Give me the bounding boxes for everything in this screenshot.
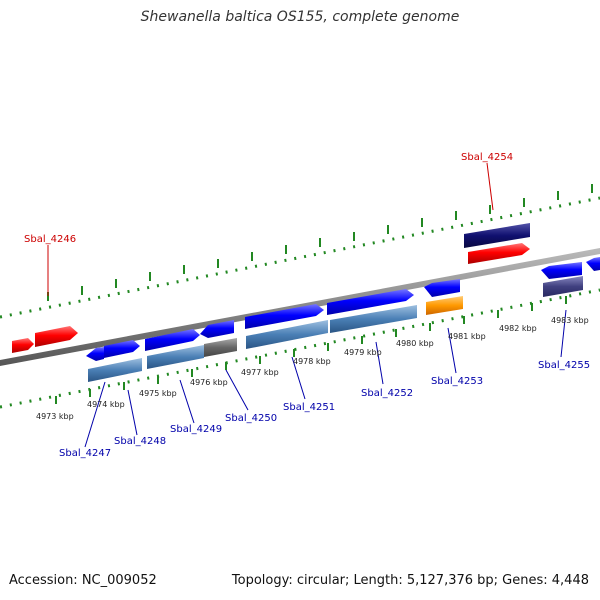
gene-sbal-4255-arrow[interactable]	[541, 262, 582, 279]
cds-features	[88, 276, 583, 382]
cds-sbal-4253[interactable]	[426, 296, 463, 315]
gene-next-arrow[interactable]	[586, 257, 600, 271]
upper-major-ticks	[47, 184, 593, 301]
gene-sbal-4254-arrow[interactable]	[468, 243, 530, 264]
gene-name-labels: Sbal_4246 Sbal_4254 Sbal_4247 Sbal_4248 …	[24, 152, 590, 459]
pointer-sbal-4248	[127, 389, 138, 436]
accession-text: Accession: NC_009052	[9, 573, 157, 588]
gene-label-sbal-4252[interactable]: Sbal_4252	[361, 388, 413, 399]
gene-sbal-4246-part1[interactable]	[12, 338, 34, 353]
forward-strand-genes	[12, 223, 600, 361]
pointer-sbal-4250	[225, 369, 249, 411]
cds-sbal-4248[interactable]	[88, 358, 142, 382]
genome-title: Shewanella baltica OS155, complete genom…	[140, 9, 460, 25]
axis-label: 4974 kbp	[87, 400, 125, 409]
gene-label-sbal-4248[interactable]: Sbal_4248	[114, 436, 166, 447]
cds-sbal-4250[interactable]	[204, 338, 237, 357]
gene-sbal-4251-arrow[interactable]	[245, 304, 324, 329]
cds-sbal-4254[interactable]	[464, 223, 530, 248]
gene-label-sbal-4255[interactable]: Sbal_4255	[538, 360, 590, 371]
axis-label: 4976 kbp	[190, 378, 228, 387]
pointer-sbal-4251	[291, 356, 306, 400]
pointer-sbal-4253	[447, 327, 457, 374]
axis-label: 4973 kbp	[36, 412, 74, 421]
axis-label: 4977 kbp	[241, 368, 279, 377]
lower-major-ticks	[55, 296, 567, 404]
gene-label-sbal-4246[interactable]: Sbal_4246	[24, 234, 76, 245]
axis-label: 4979 kbp	[344, 348, 382, 357]
cds-sbal-4249[interactable]	[147, 345, 204, 369]
pointer-sbal-4255	[560, 309, 567, 358]
gene-label-sbal-4251[interactable]: Sbal_4251	[283, 402, 335, 413]
gene-label-sbal-4249[interactable]: Sbal_4249	[170, 424, 222, 435]
gene-sbal-4250-arrow[interactable]	[200, 320, 234, 338]
gene-label-sbal-4247[interactable]: Sbal_4247	[59, 448, 111, 459]
gene-sbal-4247-arrow[interactable]	[86, 347, 104, 361]
genome-summary-text: Topology: circular; Length: 5,127,376 bp…	[231, 573, 589, 588]
axis-label: 4975 kbp	[139, 389, 177, 398]
cds-sbal-4255[interactable]	[543, 276, 583, 297]
axis-label: 4983 kbp	[551, 316, 589, 325]
label-pointers	[47, 162, 567, 448]
kbp-axis-labels: 4973 kbp 4974 kbp 4975 kbp 4976 kbp 4977…	[36, 316, 589, 421]
pointer-sbal-4254	[486, 162, 494, 211]
upper-tick-track	[0, 184, 600, 319]
cds-sbal-4251[interactable]	[246, 320, 328, 349]
gene-label-sbal-4254[interactable]: Sbal_4254	[461, 152, 513, 163]
pointer-sbal-4249	[179, 379, 195, 424]
gene-label-sbal-4250[interactable]: Sbal_4250	[225, 413, 277, 424]
axis-label: 4981 kbp	[448, 332, 486, 341]
pointer-sbal-4252	[375, 341, 384, 385]
cds-sbal-4252[interactable]	[330, 305, 417, 333]
gene-sbal-4252-arrow[interactable]	[327, 289, 414, 315]
gene-sbal-4246-part2[interactable]	[35, 326, 78, 347]
gene-sbal-4253-arrow[interactable]	[424, 279, 460, 297]
gene-label-sbal-4253[interactable]: Sbal_4253	[431, 376, 483, 387]
axis-label: 4980 kbp	[396, 339, 434, 348]
pointer-sbal-4247	[84, 381, 106, 448]
axis-label: 4978 kbp	[293, 357, 331, 366]
lower-tick-track	[0, 288, 600, 409]
axis-label: 4982 kbp	[499, 324, 537, 333]
gene-sbal-4249-arrow[interactable]	[145, 329, 200, 351]
gene-sbal-4248-arrow[interactable]	[104, 340, 140, 358]
